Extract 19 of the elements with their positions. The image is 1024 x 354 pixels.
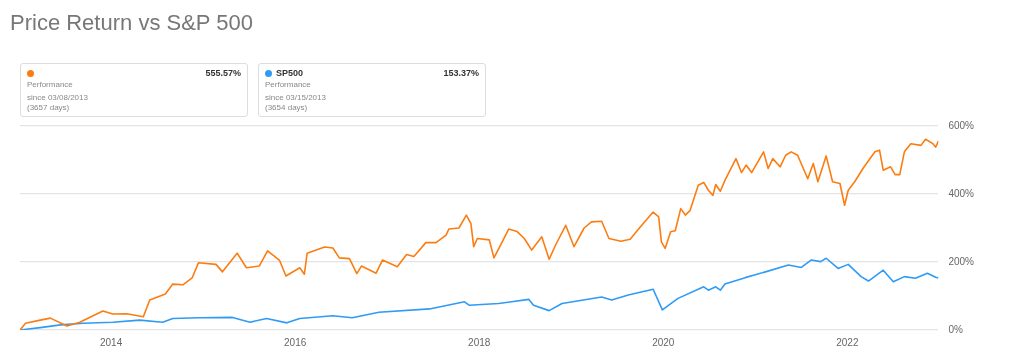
x-tick-label: 2018 bbox=[468, 336, 491, 348]
x-tick-label: 2016 bbox=[284, 336, 307, 348]
text: since 03/15/2013 bbox=[265, 93, 327, 103]
text: (3654 days) bbox=[265, 103, 309, 113]
y-tick-label: 200% bbox=[948, 255, 975, 267]
x-tick-label: 2022 bbox=[836, 336, 859, 348]
chart-title: Price Return vs S&P 500 bbox=[10, 10, 253, 36]
y-tick-label: 600% bbox=[948, 119, 975, 131]
text: Performance bbox=[265, 80, 312, 90]
x-tick-label: 2014 bbox=[99, 336, 123, 348]
legend-label: SP500 bbox=[276, 68, 304, 78]
text: Performance bbox=[27, 80, 74, 90]
text: 555.57% bbox=[205, 68, 241, 78]
x-tick-label: 2020 bbox=[652, 336, 675, 348]
text: 153.37% bbox=[443, 68, 479, 78]
text: (3657 days) bbox=[27, 103, 71, 113]
y-tick-label: 400% bbox=[948, 187, 975, 199]
text: since 03/08/2013 bbox=[27, 93, 89, 103]
y-tick-label: 0% bbox=[948, 323, 963, 335]
